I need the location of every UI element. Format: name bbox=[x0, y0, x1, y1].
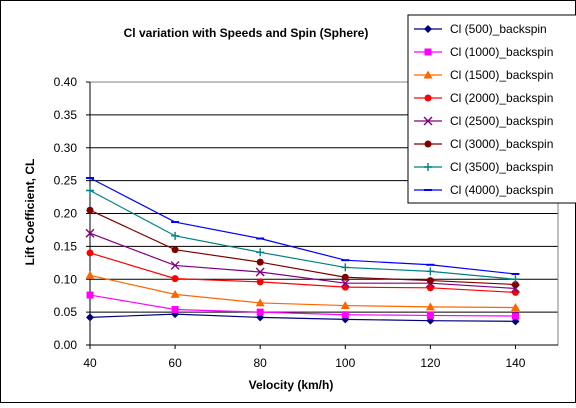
legend-marker bbox=[424, 25, 432, 33]
x-tick-label: 140 bbox=[505, 356, 525, 370]
series-line bbox=[89, 209, 516, 286]
axes: 0.00 0.05 0.10 0.15 0.20 0.25 0.30 0.35 0.40 40 60… bbox=[54, 75, 559, 370]
y-tick-label: 0.35 bbox=[54, 108, 78, 122]
legend-label: Cl (3000)_backspin bbox=[450, 137, 553, 151]
data-point bbox=[86, 291, 94, 299]
data-point bbox=[341, 273, 349, 281]
series-line bbox=[89, 294, 516, 317]
data-point bbox=[341, 311, 349, 319]
legend-item: Cl (1000)_backspin bbox=[414, 45, 553, 59]
y-tick-label: 0.40 bbox=[54, 75, 78, 89]
data-point bbox=[171, 305, 179, 313]
data-point bbox=[510, 303, 520, 312]
x-axis-title: Velocity (km/h) bbox=[249, 378, 334, 392]
series-6 bbox=[86, 206, 519, 289]
legend-item: Cl (3500)_backspin bbox=[414, 160, 553, 174]
data-point bbox=[86, 313, 94, 322]
data-point bbox=[511, 275, 520, 284]
legend-item: Cl (4000)_backspin bbox=[414, 183, 553, 197]
legend-item: Cl (500)_backspin bbox=[414, 22, 547, 36]
y-tick-label: 0.15 bbox=[54, 239, 78, 253]
chart-title: Cl variation with Speeds and Spin (Spher… bbox=[124, 26, 369, 40]
legend-label: Cl (4000)_backspin bbox=[450, 183, 553, 197]
series-line bbox=[89, 177, 516, 275]
series-5 bbox=[85, 228, 520, 293]
legend-item: Cl (2000)_backspin bbox=[414, 91, 553, 105]
data-point bbox=[171, 246, 179, 254]
data-point bbox=[85, 228, 95, 238]
data-point bbox=[425, 302, 435, 311]
legend-marker bbox=[423, 70, 433, 79]
series-line bbox=[89, 232, 516, 290]
data-point bbox=[256, 258, 264, 266]
legend-marker bbox=[423, 116, 433, 126]
series-7 bbox=[86, 186, 520, 284]
data-point bbox=[426, 284, 434, 292]
data-point bbox=[340, 301, 350, 310]
series-8 bbox=[86, 176, 520, 275]
legend-marker bbox=[424, 48, 432, 56]
series-line bbox=[89, 252, 516, 293]
legend-label: Cl (3500)_backspin bbox=[450, 160, 553, 174]
data-point bbox=[341, 263, 350, 272]
legend: Cl (500)_backspin Cl (1000)_backspin Cl (1… bbox=[407, 14, 576, 204]
data-point bbox=[170, 289, 180, 298]
data-point bbox=[86, 206, 94, 214]
data-point bbox=[340, 278, 350, 288]
data-point bbox=[256, 308, 264, 316]
data-point bbox=[171, 275, 179, 283]
data-point bbox=[86, 186, 94, 195]
data-point bbox=[256, 278, 264, 286]
data-point bbox=[86, 249, 94, 257]
legend-marker bbox=[424, 94, 432, 102]
x-tick-label: 60 bbox=[168, 356, 182, 370]
y-tick-label: 0.25 bbox=[54, 174, 78, 188]
data-point bbox=[170, 260, 180, 270]
y-tick-label: 0.05 bbox=[54, 305, 78, 319]
series-3 bbox=[85, 270, 520, 312]
x-tick-label: 100 bbox=[335, 356, 355, 370]
legend-label: Cl (500)_backspin bbox=[450, 22, 547, 36]
data-point bbox=[171, 231, 180, 240]
legend-label: Cl (1000)_backspin bbox=[450, 45, 553, 59]
series-2 bbox=[86, 291, 519, 320]
data-point bbox=[426, 267, 435, 276]
data-point bbox=[511, 312, 519, 320]
series-line bbox=[89, 274, 516, 309]
y-axis-title: Lift Coefficient, CL bbox=[23, 159, 37, 266]
y-tick-label: 0.20 bbox=[54, 207, 78, 221]
legend-label: Cl (2000)_backspin bbox=[450, 91, 553, 105]
legend-item: Cl (3000)_backspin bbox=[414, 137, 553, 151]
legend-label: Cl (1500)_backspin bbox=[450, 68, 553, 82]
x-tick-label: 120 bbox=[420, 356, 440, 370]
legend-item: Cl (1500)_backspin bbox=[414, 68, 553, 82]
y-tick-label: 0.30 bbox=[54, 141, 78, 155]
series-line bbox=[89, 189, 516, 280]
data-point bbox=[426, 311, 434, 319]
y-tick-label: 0.00 bbox=[54, 338, 78, 352]
data-point bbox=[85, 270, 95, 279]
legend-label: Cl (2500)_backspin bbox=[450, 114, 553, 128]
series-line bbox=[89, 313, 516, 322]
data-point bbox=[426, 277, 434, 285]
y-tick-label: 0.10 bbox=[54, 272, 78, 286]
data-point bbox=[255, 267, 265, 277]
data-point bbox=[511, 281, 519, 289]
legend-marker bbox=[424, 163, 432, 171]
data-point bbox=[256, 248, 265, 257]
legend-marker bbox=[424, 140, 432, 148]
series-lines bbox=[85, 176, 520, 326]
legend-box bbox=[407, 14, 576, 204]
legend-item: Cl (2500)_backspin bbox=[414, 114, 553, 128]
x-tick-label: 80 bbox=[254, 356, 268, 370]
data-point bbox=[255, 298, 265, 307]
x-tick-label: 40 bbox=[83, 356, 97, 370]
